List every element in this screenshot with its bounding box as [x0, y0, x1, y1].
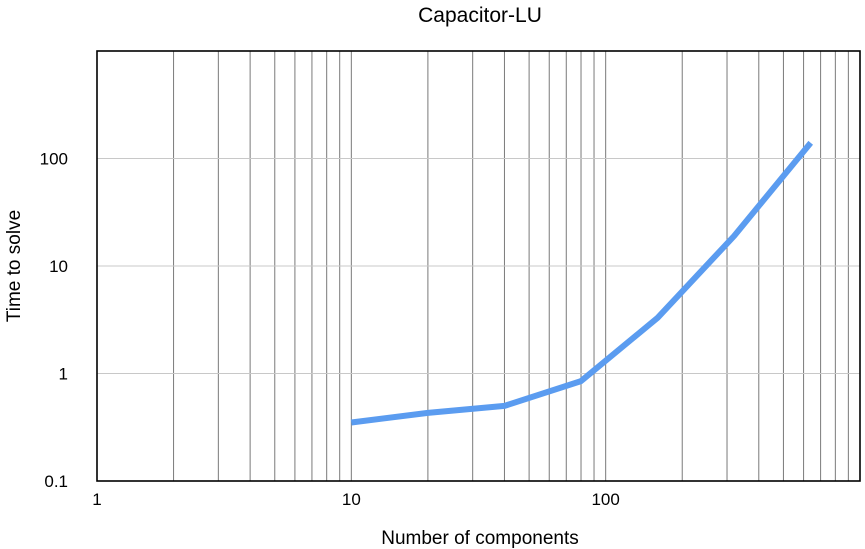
y-tick-label: 10 [49, 257, 68, 276]
y-tick-labels: 0.1 1 10 100 [40, 150, 68, 492]
y-tick-label: 1 [59, 365, 68, 384]
series-layer [350, 140, 814, 426]
y-tick-label: 0.1 [44, 472, 68, 491]
x-tick-label: 1 [92, 490, 101, 509]
series-line [350, 140, 814, 426]
x-tick-label: 100 [591, 490, 619, 509]
y-tick-label: 100 [40, 150, 68, 169]
y-gridlines [97, 158, 860, 374]
x-tick-labels: 1 10 100 [92, 490, 620, 509]
x-axis-label: Number of components [381, 528, 579, 549]
y-axis-label: Time to solve [4, 210, 25, 322]
chart-title: Capacitor-LU [418, 4, 542, 27]
plot-area-frame [96, 50, 861, 482]
x-tick-label: 10 [342, 490, 361, 509]
